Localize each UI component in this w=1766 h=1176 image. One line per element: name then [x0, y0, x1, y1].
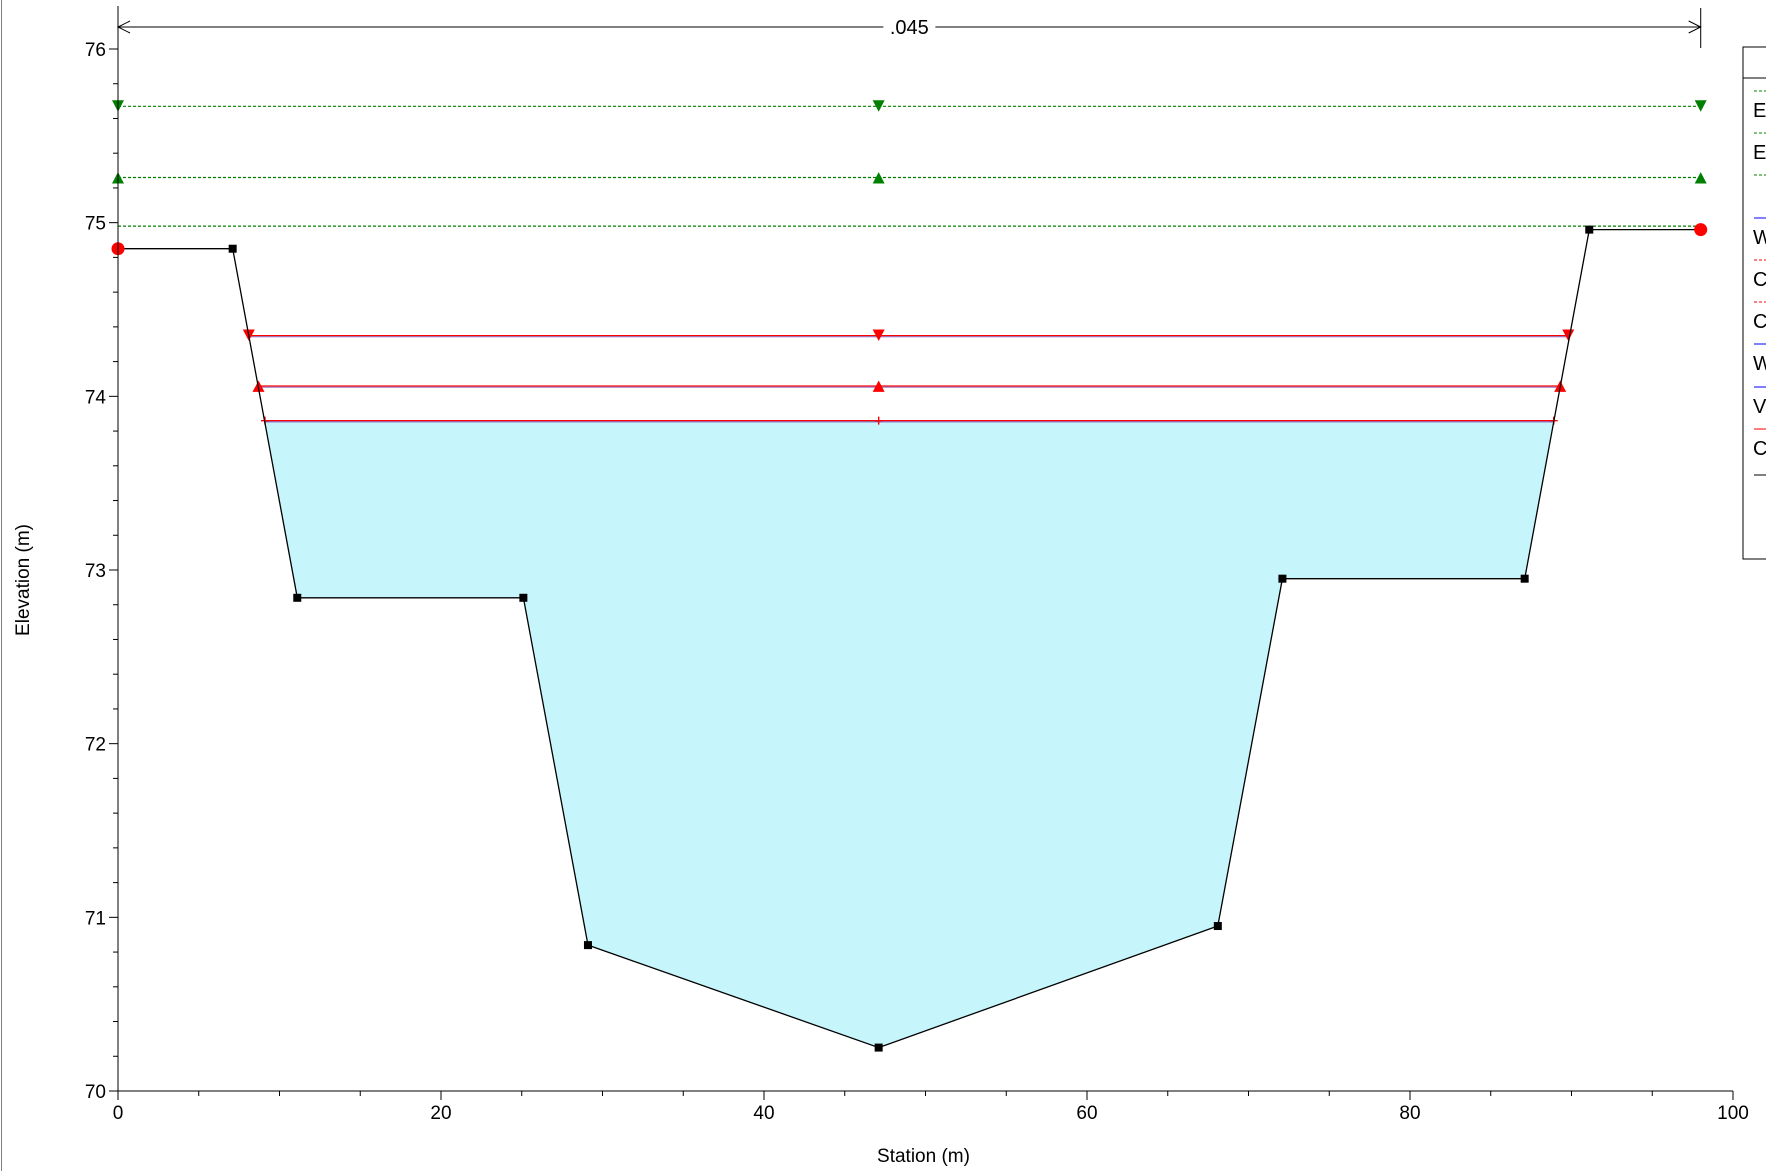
ground-point-9 — [1521, 575, 1529, 583]
x-tick-label: 80 — [1399, 1103, 1420, 1124]
manning-n-label: .045 — [890, 17, 929, 39]
y-tick-label: 73 — [85, 561, 106, 582]
ground-point-4 — [519, 594, 527, 602]
y-tick-label: 76 — [85, 40, 106, 61]
x-tick-label: 0 — [113, 1103, 124, 1124]
legend-entry-label: E — [1753, 142, 1766, 164]
x-tick-label: 60 — [1076, 1103, 1097, 1124]
ground-point-2 — [229, 245, 237, 253]
legend-box — [1743, 47, 1766, 559]
ground-point-7 — [1214, 922, 1222, 930]
legend-entry-label: V — [1753, 396, 1766, 418]
x-tick-label: 100 — [1717, 1103, 1749, 1124]
legend-entry-label: C — [1753, 269, 1766, 291]
legend-entry-label: W — [1753, 353, 1766, 375]
water-fill-area — [265, 421, 1554, 1048]
x-axis-label: Station (m) — [877, 1146, 970, 1167]
y-tick-label: 72 — [85, 735, 106, 756]
ground-point-3 — [293, 594, 301, 602]
legend-entry-label: C — [1753, 311, 1766, 333]
manning-layer: .045 — [118, 8, 1701, 48]
legend-entry-label: E — [1753, 100, 1766, 122]
ground-point-6 — [875, 1044, 883, 1052]
y-tick-label: 75 — [85, 214, 106, 235]
y-tick-label: 71 — [85, 908, 106, 929]
legend-entry-label: W — [1753, 227, 1766, 249]
series-layer — [112, 100, 1707, 424]
water-fill-layer — [265, 421, 1554, 1048]
y-axis-label: Elevation (m) — [13, 524, 34, 636]
y-tick-label: 70 — [85, 1082, 106, 1103]
ground-point-5 — [584, 941, 592, 949]
ground-point-8 — [1278, 575, 1286, 583]
bank-station-marker-2 — [1694, 223, 1707, 236]
series-2-marker-3 — [1695, 172, 1707, 183]
ground-point-10 — [1585, 226, 1593, 234]
x-tick-label: 20 — [430, 1103, 451, 1124]
y-tick-label: 74 — [85, 387, 107, 408]
legend-entry-label: C — [1753, 438, 1766, 460]
series-1-marker-3 — [1695, 100, 1707, 111]
x-tick-label: 40 — [753, 1103, 774, 1124]
